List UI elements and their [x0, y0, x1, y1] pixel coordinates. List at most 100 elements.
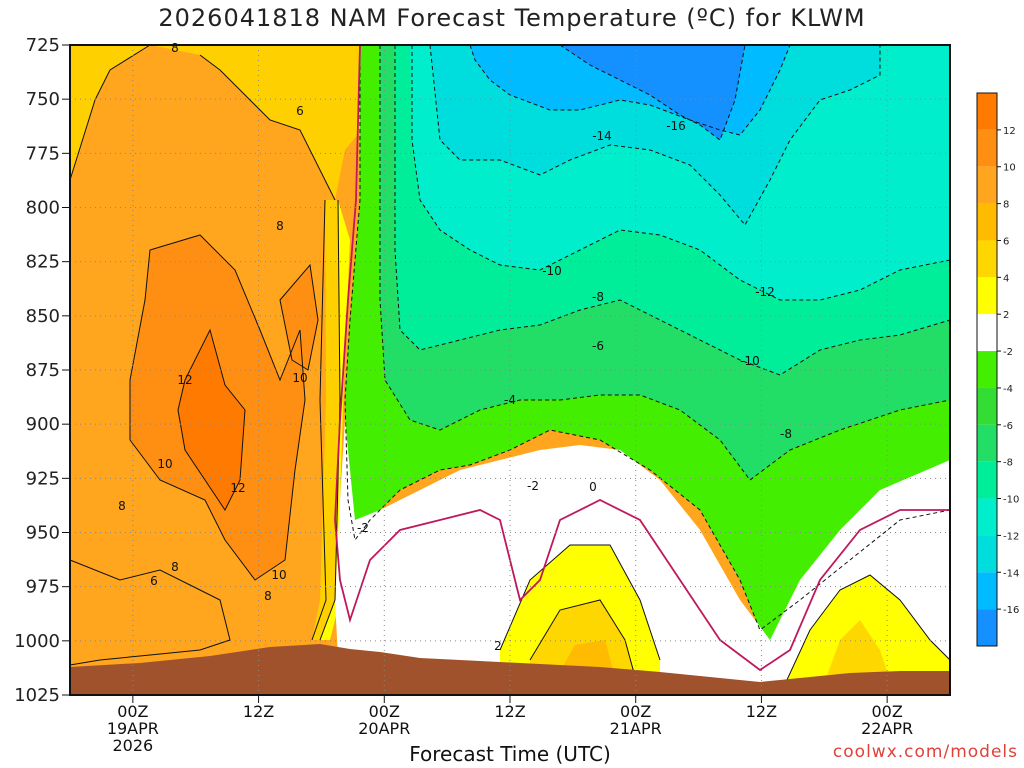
band-6c-front: [312, 200, 340, 640]
colorbar-swatch: [977, 572, 997, 610]
y-tick-label: 800: [26, 198, 60, 219]
contour-label: -10: [542, 264, 562, 278]
y-tick-label: 925: [26, 468, 60, 489]
contour-label: 12: [230, 481, 245, 495]
colorbar-swatch: [977, 314, 997, 352]
x-tick-label: 21APR: [610, 719, 662, 738]
y-tick-label: 725: [26, 35, 60, 56]
colorbar-swatch: [977, 387, 997, 425]
y-tick-label: 950: [26, 523, 60, 544]
colorbar-label: 6: [1003, 236, 1009, 247]
colorbar-label: 4: [1003, 273, 1009, 284]
contour-label: 10: [271, 568, 286, 582]
contour-label: 6: [150, 574, 158, 588]
warm-isotherms: [69, 44, 951, 696]
contour-label: 10: [292, 371, 307, 385]
contour-label: -12: [755, 285, 775, 299]
colorbar-swatch: [977, 498, 997, 536]
colorbar-swatch: [977, 609, 997, 646]
colorbar-label: -2: [1003, 347, 1013, 358]
x-tick-label: 00Z: [620, 702, 651, 721]
colorbar-swatch: [977, 203, 997, 241]
colorbar-label: 8: [1003, 200, 1009, 211]
contour-label: -6: [592, 339, 604, 353]
credit-link[interactable]: coolwx.com/models: [832, 742, 1018, 762]
contour-label: 8: [171, 41, 179, 55]
terrain: [70, 644, 950, 695]
contour-label: -14: [592, 129, 612, 143]
colorbar-label: -6: [1003, 421, 1013, 432]
x-tick-label: 00Z: [117, 702, 148, 721]
y-tick-label: 775: [26, 143, 60, 164]
core-12c: [178, 330, 245, 510]
y-tick-label: 750: [26, 89, 60, 110]
y-tick-label: 900: [26, 414, 60, 435]
y-tick-label: 875: [26, 360, 60, 381]
colorbar: 12 10 8 6 4 2 -2 -4 -6 -8 -10 -12 -14 -16: [976, 92, 1019, 647]
colorbar-label: -12: [1003, 531, 1019, 542]
freezing-isotherm: [334, 44, 950, 672]
colorbar-swatch: [977, 129, 997, 167]
contour-label: 10: [157, 457, 172, 471]
cold-isotherms: [344, 44, 951, 631]
colorbar-swatch: [977, 240, 997, 278]
colorbar-frame: [976, 92, 998, 647]
colorbar-swatch: [977, 351, 997, 388]
y-tick-label: 975: [26, 577, 60, 598]
contour-label: -2: [357, 521, 369, 535]
colorbar-swatch: [977, 424, 997, 462]
y-tick-label: 1025: [14, 685, 60, 706]
contour-label: -8: [592, 290, 604, 304]
colorbar-label: 2: [1003, 310, 1009, 321]
x-tick-label: 00Z: [871, 702, 902, 721]
contour-label: 8: [118, 499, 126, 513]
contour-label: 0: [589, 480, 597, 494]
contour-label: 8: [264, 589, 272, 603]
colorbar-label: -8: [1003, 458, 1013, 469]
x-tick-label: 22APR: [861, 719, 913, 738]
band-6c-upper: [70, 45, 370, 200]
y-axis-ticks: 725 750 775 800 825 850 875 900 925 950 975 1000 102…: [14, 35, 70, 706]
band-4c-front: [320, 200, 350, 640]
contour-label: 8: [171, 560, 179, 574]
colorbar-swatch: [977, 166, 997, 204]
colorbar-swatch: [977, 277, 997, 315]
contour-label: 12: [177, 373, 192, 387]
x-tick-label: 2026: [112, 736, 153, 755]
contour-label: 6: [296, 104, 304, 118]
y-tick-label: 825: [26, 252, 60, 273]
colorbar-label: -10: [1003, 495, 1019, 506]
colorbar-swatch: [977, 535, 997, 573]
contour-labels: 86810121012881068-14-16-10-12-8-6-10-4-8…: [118, 41, 792, 653]
x-tick-label: 20APR: [358, 719, 410, 738]
contour-label: -10: [740, 354, 760, 368]
core-10c-right: [280, 265, 318, 370]
contour-label: -2: [527, 479, 539, 493]
contour-label: -8: [780, 427, 792, 441]
colorbar-swatch: [977, 461, 997, 499]
x-tick-label: 12Z: [243, 702, 274, 721]
chart-title: 2026041818 NAM Forecast Temperature (ºC)…: [158, 4, 866, 32]
contour-label: -16: [666, 119, 686, 133]
y-tick-label: 1000: [14, 631, 60, 652]
colorbar-label: -4: [1003, 384, 1013, 395]
plot-area: 86810121012881068-14-16-10-12-8-6-10-4-8…: [69, 41, 951, 696]
x-tick-label: 00Z: [369, 702, 400, 721]
contour-label: -4: [504, 393, 516, 407]
y-tick-label: 850: [26, 306, 60, 327]
contour-label: 2: [494, 639, 502, 653]
band-minus16c: [560, 45, 745, 140]
colorbar-label: 10: [1003, 163, 1016, 174]
colorbar-label: -14: [1003, 568, 1019, 579]
x-tick-label: 19APR: [107, 719, 159, 738]
contour-label: 8: [276, 219, 284, 233]
grid-lines: [70, 45, 950, 695]
colorbar-swatch: [977, 93, 997, 130]
x-axis-label: Forecast Time (UTC): [409, 742, 611, 766]
colorbar-label: 12: [1003, 126, 1016, 137]
x-tick-label: 12Z: [494, 702, 525, 721]
band-near-zero: [335, 420, 950, 695]
colorbar-label: -16: [1003, 605, 1019, 616]
